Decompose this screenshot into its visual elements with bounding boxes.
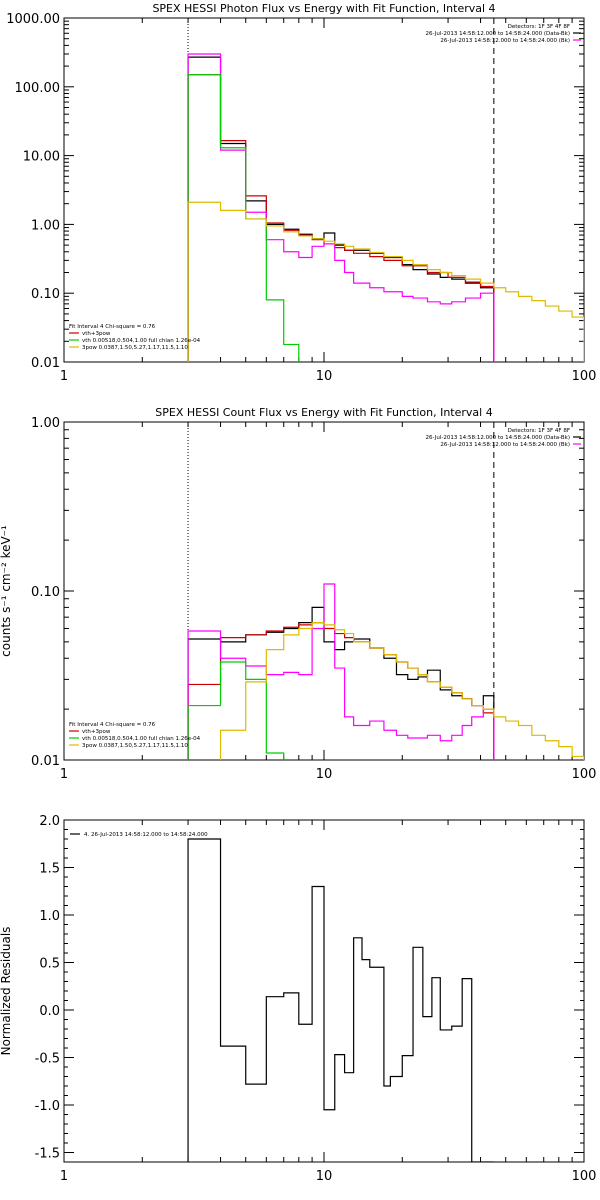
panel-1: SPEX HESSI Photon Flux vs Energy with Fi… <box>6 2 596 384</box>
y-tick-label: 0.5 <box>39 957 60 972</box>
series-3-line <box>187 583 495 760</box>
y-axis: 0.01 0.10 1.00 <box>31 416 584 769</box>
legend-entry: Detectors: 1F 3F 4F 8F <box>508 428 570 434</box>
series-5-line <box>187 201 584 362</box>
y-tick-label: 10.00 <box>23 150 60 165</box>
legend-entry: 4. 26-Jul-2013 14:58:12.000 to 14:58:24.… <box>84 832 208 838</box>
legend-entry: vth 0.00518,0.504,1.00 full chian 1.26e-… <box>82 736 201 742</box>
x-tick-label: 10 <box>316 767 333 782</box>
legend-entry: vth 0.00518,0.504,1.00 full chian 1.26e-… <box>82 338 201 344</box>
legend-entry: Fit Interval 4 Chi-square = 0.76 <box>69 324 156 330</box>
chart-title: SPEX HESSI Photon Flux vs Energy with Fi… <box>152 2 495 15</box>
legend-top-left: 4. 26-Jul-2013 14:58:12.000 to 14:58:24.… <box>70 832 208 838</box>
series-group <box>187 583 584 760</box>
chart-title: SPEX HESSI Count Flux vs Energy with Fit… <box>155 406 492 419</box>
y-tick-label: 0.10 <box>31 287 60 302</box>
series-2-line <box>187 74 495 362</box>
legend-entry: 3pow 0.0387,1.50,5.27,1.17,11.5,1.10 <box>82 345 188 351</box>
y-tick-label: -1.0 <box>35 1099 60 1114</box>
legend-entry: Detectors: 1F 3F 4F 8F <box>508 24 570 30</box>
x-tick-label: 10 <box>316 1169 333 1184</box>
series-group <box>187 53 584 362</box>
panel-2: SPEX HESSI Count Flux vs Energy with Fit… <box>0 406 597 782</box>
x-tick-label: 10 <box>316 369 333 384</box>
series-group <box>187 838 494 1162</box>
y-tick-label: 0.0 <box>39 1004 60 1019</box>
x-tick-label: 1 <box>60 767 68 782</box>
x-tick-label: 100 <box>572 369 597 384</box>
legend-entry: vth+3pow <box>82 729 111 735</box>
y-axis-label: Normalized Residuals <box>0 927 13 1056</box>
x-axis: 1 10 100 <box>60 820 597 1184</box>
panel-3: Normalized Residuals 1 10 100 -1.5 -1.0 -0.5 0.… <box>0 814 596 1184</box>
legend-entry: 26-Jul-2013 14:58:12.000 to 14:58:24.000… <box>426 31 571 37</box>
series-4-line <box>187 74 300 362</box>
x-tick-label: 100 <box>572 767 597 782</box>
x-tick-label: 1 <box>60 1169 68 1184</box>
y-tick-label: 100.00 <box>15 81 61 96</box>
series-1-line <box>187 56 495 362</box>
y-tick-label: -0.5 <box>35 1052 60 1067</box>
y-tick-label: 0.01 <box>31 356 60 371</box>
plot-frame <box>63 17 585 363</box>
y-axis: -1.5 -1.0 -0.5 0.0 0.5 1.0 1.5 2.0 <box>35 814 584 1162</box>
y-tick-label: 1.00 <box>31 218 60 233</box>
y-tick-label: 1000.00 <box>6 12 60 27</box>
y-tick-label: 2.0 <box>39 814 60 829</box>
x-axis: 1 10 100 <box>60 422 597 782</box>
legend-entry: 26-Jul-2013 14:58:12.000 to 14:58:24.000… <box>440 38 570 44</box>
y-tick-label: 0.10 <box>31 585 60 600</box>
y-tick-label: -1.5 <box>35 1147 60 1162</box>
legend-entry: vth+3pow <box>82 331 111 337</box>
legend-entry: 26-Jul-2013 14:58:12.000 to 14:58:24.000… <box>440 442 570 448</box>
legend-entry: 3pow 0.0387,1.50,5.27,1.17,11.5,1.10 <box>82 743 188 749</box>
series-5-line <box>219 622 584 760</box>
legend-bottom-left: Fit Interval 4 Chi-square = 0.76vth+3pow… <box>69 722 201 749</box>
y-tick-label: 1.5 <box>39 862 60 877</box>
y-tick-label: 1.00 <box>31 416 60 431</box>
series-3-line <box>187 53 495 362</box>
legend-entry: 26-Jul-2013 14:58:12.000 to 14:58:24.000… <box>426 435 571 441</box>
x-tick-label: 100 <box>572 1169 597 1184</box>
y-axis-label: counts s⁻¹ cm⁻² keV⁻¹ <box>0 525 13 657</box>
legend-bottom-left: Fit Interval 4 Chi-square = 0.76vth+3pow… <box>69 324 201 351</box>
series-4-line <box>187 661 285 760</box>
y-axis: 0.01 0.10 1.00 10.00 100.00 1000.00 <box>6 12 584 371</box>
series-1-line <box>187 838 494 1162</box>
legend-entry: Fit Interval 4 Chi-square = 0.76 <box>69 722 156 728</box>
x-tick-label: 1 <box>60 369 68 384</box>
y-tick-label: 1.0 <box>39 909 60 924</box>
y-tick-label: 0.01 <box>31 754 60 769</box>
